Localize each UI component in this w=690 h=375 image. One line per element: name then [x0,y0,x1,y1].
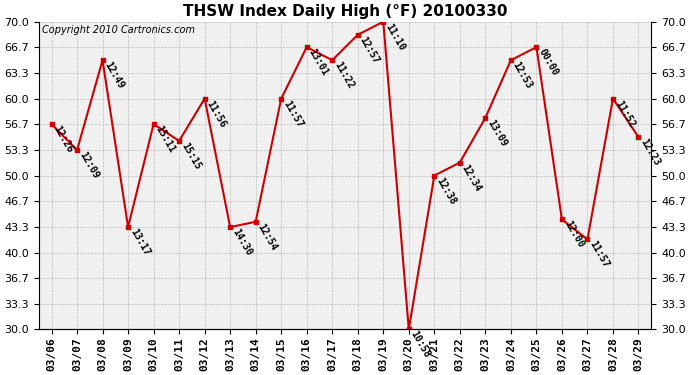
Point [403,327,414,333]
Text: 14:30: 14:30 [230,227,253,258]
Point [46,121,57,127]
Point [199,96,210,102]
Text: 11:10: 11:10 [383,22,406,52]
Point [505,57,516,63]
Point [633,134,644,140]
Text: 12:38: 12:38 [434,176,457,206]
Text: 13:09: 13:09 [485,118,509,148]
Point [327,57,338,63]
Text: 12:34: 12:34 [460,162,483,193]
Point [97,57,108,63]
Text: 10:58: 10:58 [408,330,432,360]
Text: 12:26: 12:26 [52,124,75,154]
Text: 13:17: 13:17 [128,227,151,258]
Text: 11:22: 11:22 [333,60,355,91]
Point [582,236,593,242]
Point [276,96,287,102]
Point [174,138,185,144]
Point [250,219,262,225]
Point [556,216,567,222]
Point [454,159,465,165]
Text: Copyright 2010 Cartronics.com: Copyright 2010 Cartronics.com [42,25,195,35]
Point [480,115,491,121]
Text: 12:23: 12:23 [638,137,662,168]
Text: 11:56: 11:56 [205,99,228,129]
Point [531,44,542,50]
Point [428,172,440,178]
Text: 15:15: 15:15 [179,141,202,171]
Text: 12:54: 12:54 [256,222,279,252]
Title: THSW Index Daily High (°F) 20100330: THSW Index Daily High (°F) 20100330 [183,4,507,19]
Point [123,224,134,230]
Text: 11:57: 11:57 [587,239,611,270]
Text: 12:09: 12:09 [77,150,100,181]
Point [352,32,363,38]
Text: 12:00: 12:00 [562,219,585,250]
Point [72,147,83,153]
Text: 11:52: 11:52 [613,99,636,129]
Text: 13:01: 13:01 [307,47,330,78]
Text: 12:57: 12:57 [357,35,381,65]
Text: 11:57: 11:57 [282,99,304,129]
Point [225,224,236,230]
Text: 12:49: 12:49 [103,60,126,91]
Text: 00:00: 00:00 [536,47,560,78]
Point [377,19,388,25]
Point [302,44,313,50]
Text: 12:53: 12:53 [511,60,534,91]
Point [148,121,159,127]
Point [607,96,618,102]
Text: 15:11: 15:11 [154,124,177,154]
